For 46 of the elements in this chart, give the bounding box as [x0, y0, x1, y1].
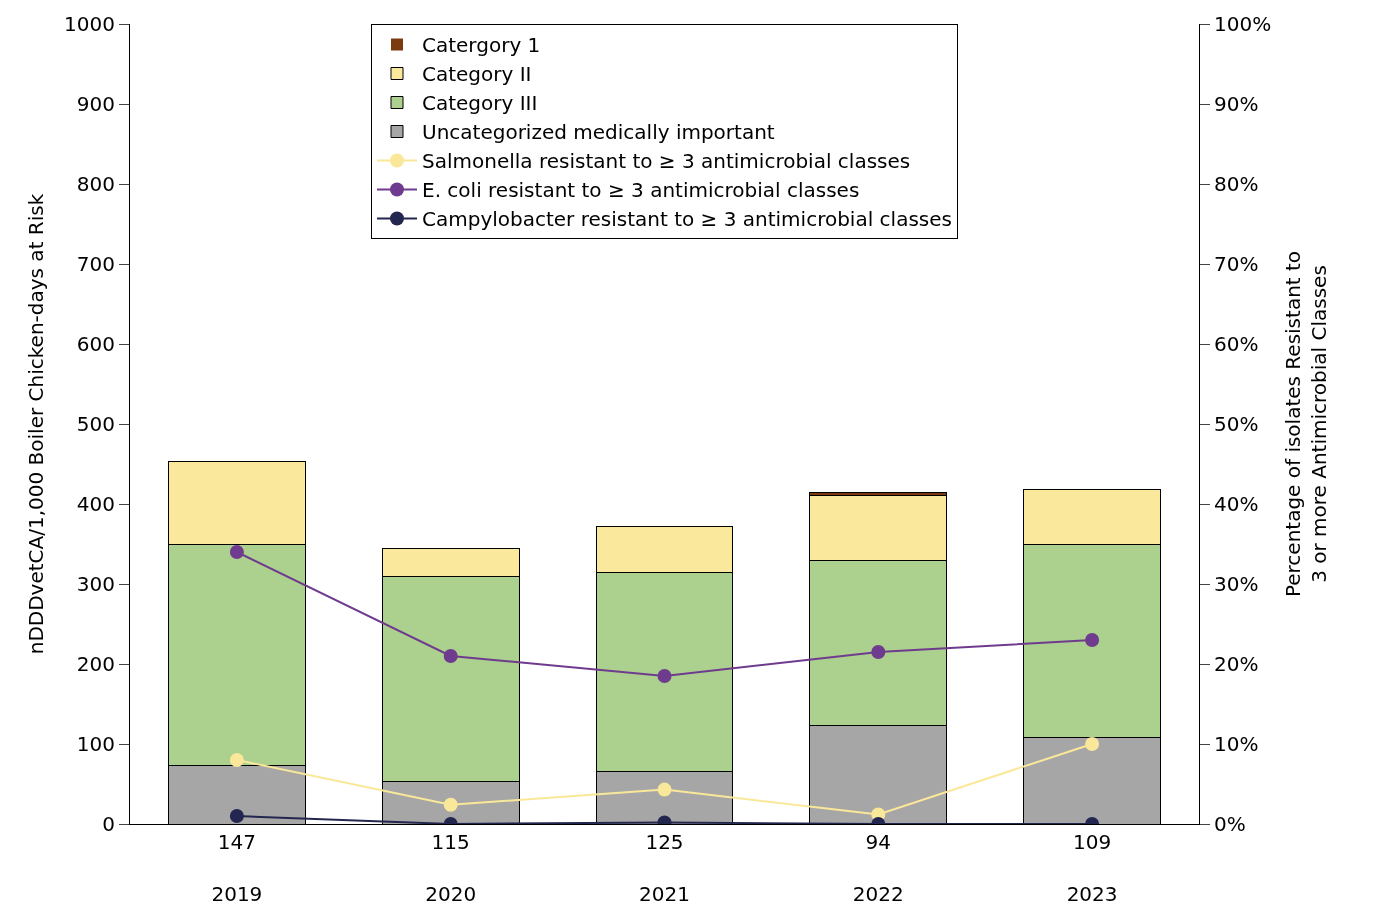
y2-tick-label: 100% — [1214, 12, 1272, 36]
point — [871, 645, 886, 659]
y2-tick-label: 80% — [1214, 172, 1259, 196]
y-tick-label: 600 — [76, 332, 115, 356]
point — [443, 797, 458, 812]
category-label: 94 2022 — [852, 830, 904, 906]
y2-tick-label: 30% — [1214, 572, 1259, 596]
point — [229, 545, 244, 559]
legend-label: Uncategorized medically important — [422, 120, 775, 145]
y2-tick-label: 60% — [1214, 332, 1259, 356]
y2-tick-label: 40% — [1214, 492, 1259, 516]
point — [443, 649, 458, 663]
legend-label: Category II — [422, 62, 532, 87]
category-label: 147 2019 — [211, 830, 263, 906]
y-tick-label: 900 — [76, 92, 115, 116]
y-axis-title: nDDDvetCA/1,000 Boiler Chicken-days at Risk — [23, 193, 48, 655]
point — [229, 809, 244, 823]
point — [229, 753, 244, 767]
y-tick-label: 300 — [76, 572, 115, 596]
y-tick-label: 500 — [76, 412, 115, 436]
y2-tick-label: 20% — [1214, 652, 1259, 676]
y-tick-label: 400 — [76, 492, 115, 516]
point — [657, 782, 672, 797]
legend-label: E. coli resistant to ≥ 3 antimicrobial classes — [422, 178, 860, 203]
y2-tick-label: 0% — [1214, 812, 1246, 836]
y-tick-label: 700 — [76, 252, 115, 276]
y2-tick-label: 90% — [1214, 92, 1259, 116]
legend-label: Salmonella resistant to ≥ 3 antimicrobial classes — [422, 149, 911, 174]
category-label: 115 2020 — [425, 830, 477, 906]
y2-tick-label: 70% — [1214, 252, 1259, 276]
legend-label: Catergory 1 — [422, 33, 541, 58]
y2-axis-title: Percentage of isolates Resistant to 3 or more Antimicrobial Classes — [1280, 250, 1331, 598]
point — [657, 669, 672, 683]
y-tick-label: 100 — [76, 732, 115, 756]
legend-label: Campylobacter resistant to ≥ 3 antimicrobial classes — [422, 207, 952, 232]
category-label: 109 2023 — [1066, 830, 1118, 906]
y2-tick-label: 50% — [1214, 412, 1259, 436]
y-tick-label: 0 — [102, 812, 115, 836]
y-tick-label: 1000 — [64, 12, 115, 36]
y-tick-label: 800 — [76, 172, 115, 196]
category-label: 125 2021 — [639, 830, 690, 906]
y2-tick-label: 10% — [1214, 732, 1259, 756]
y-tick-label: 200 — [76, 652, 115, 676]
point — [1085, 633, 1100, 647]
legend-label: Category III — [422, 91, 538, 116]
point — [1085, 737, 1100, 751]
